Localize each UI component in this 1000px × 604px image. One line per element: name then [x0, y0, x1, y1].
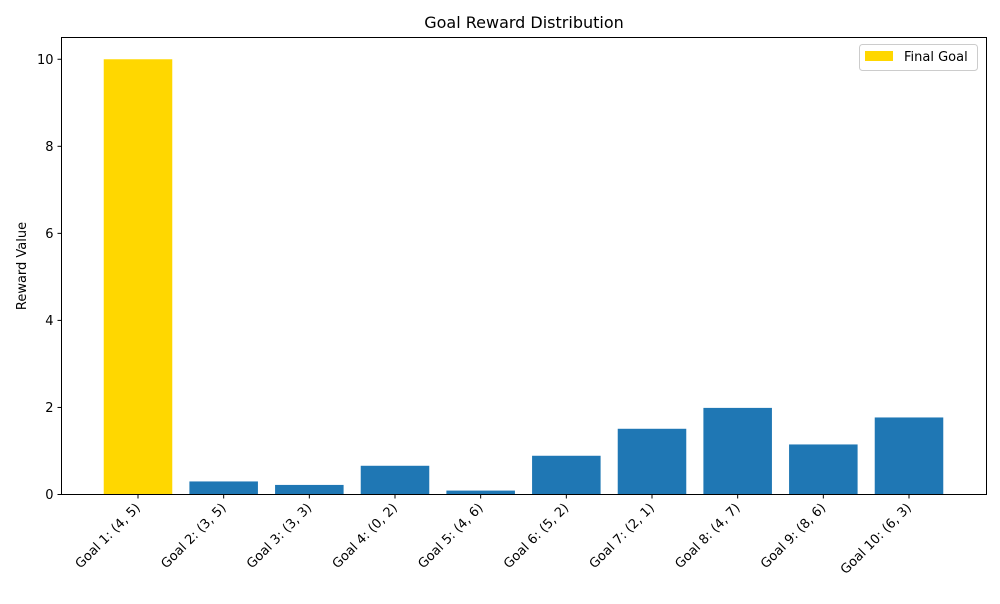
bar-goal-2-3-5: [189, 481, 258, 495]
bar-goal-4-0-2: [360, 465, 430, 495]
y-tick-label: 4: [45, 314, 53, 329]
bars-group: [103, 59, 944, 495]
bar-goal-1-4-5: [103, 59, 173, 495]
chart-title: Goal Reward Distribution: [424, 13, 624, 32]
bar-goal-5-4-6: [446, 490, 515, 495]
y-tick-label: 0: [45, 488, 53, 503]
x-tick-label: Goal 6: (5, 2): [501, 501, 572, 572]
y-tick-label: 8: [45, 140, 53, 155]
legend: Final Goal: [859, 44, 978, 71]
x-tick-label: Goal 1: (4, 5): [73, 501, 144, 572]
x-tick-label: Goal 3: (3, 3): [244, 501, 315, 572]
legend-label-final-goal: Final Goal: [904, 50, 968, 65]
bar-goal-9-8-6: [789, 444, 858, 495]
y-tick-label: 2: [45, 401, 53, 416]
bar-goal-8-4-7: [703, 407, 772, 495]
bar-goal-6-5-2: [532, 455, 601, 495]
plot-frame: [61, 37, 987, 495]
y-axis-label: Reward Value: [15, 222, 30, 310]
x-tick-label: Goal 2: (3, 5): [158, 501, 229, 572]
x-tick-label: Goal 8: (4, 7): [672, 501, 743, 572]
x-tick-label: Goal 4: (0, 2): [330, 501, 401, 572]
x-tick-label: Goal 7: (2, 1): [587, 501, 658, 572]
x-tick-label: Goal 10: (6, 3): [838, 501, 915, 578]
x-axis-ticks: Goal 1: (4, 5) Goal 2: (3, 5) Goal 3: (3, …: [73, 494, 915, 578]
bar-goal-7-2-1: [617, 428, 687, 495]
y-tick-label: 6: [45, 227, 53, 242]
legend-swatch-final-goal: [865, 51, 893, 61]
y-axis-ticks: 0 2 4 6 8 10: [37, 53, 62, 503]
x-tick-label: Goal 5: (4, 6): [415, 501, 486, 572]
y-tick-label: 10: [37, 53, 54, 68]
bar-goal-10-6-3: [874, 417, 944, 495]
bar-goal-3-3-3: [275, 484, 344, 495]
x-tick-label: Goal 9: (8, 6): [758, 501, 829, 572]
